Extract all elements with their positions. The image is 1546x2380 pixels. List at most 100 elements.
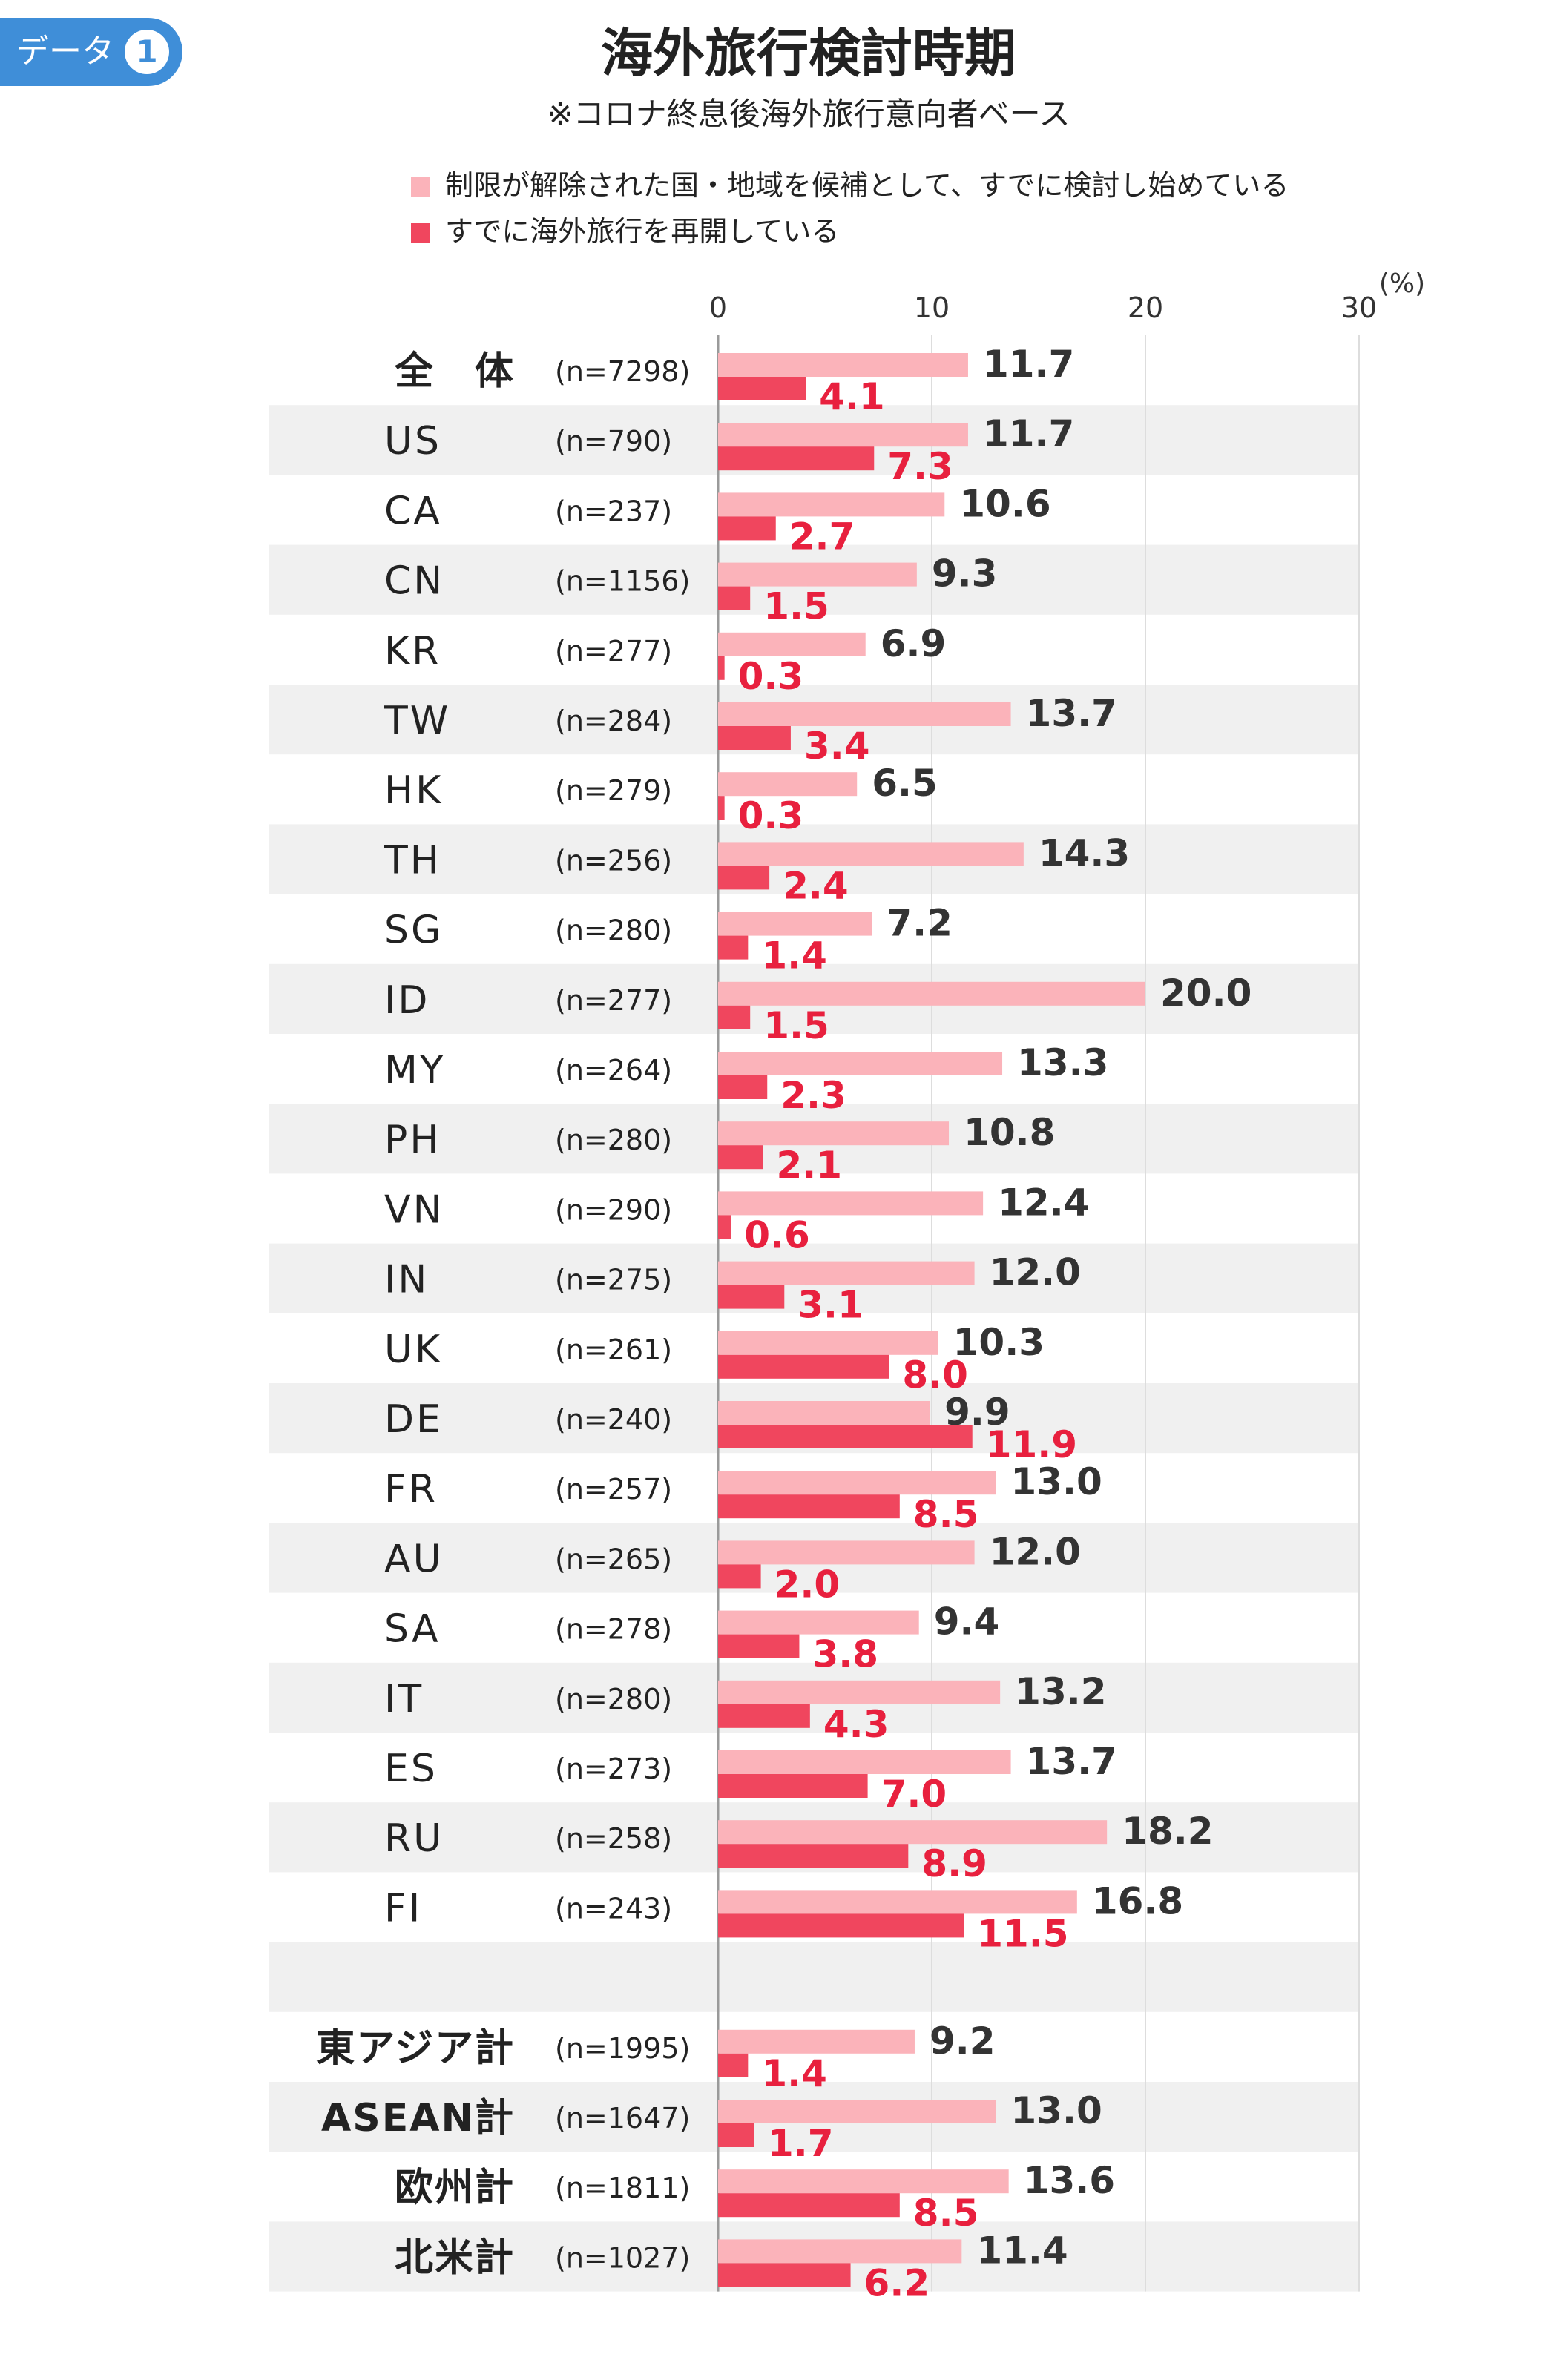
category-label: HK <box>384 768 443 813</box>
bar-resumed <box>718 1354 889 1379</box>
value-label-resumed: 0.3 <box>738 655 804 698</box>
bar-resumed <box>718 1564 761 1589</box>
value-label-resumed: 2.7 <box>789 515 855 558</box>
sample-size-label: (n=265) <box>555 1543 672 1575</box>
value-label-resumed: 8.5 <box>913 1493 979 1536</box>
bar-resumed <box>718 726 791 750</box>
legend-label-considering: 制限が解除された国・地域を候補として、すでに検討し始めている <box>445 169 1289 202</box>
category-label: KR <box>384 629 441 673</box>
badge-label: データ <box>16 33 114 70</box>
sample-size-label: (n=256) <box>555 844 672 877</box>
value-label-resumed: 7.0 <box>881 1773 947 1816</box>
sample-size-label: (n=257) <box>555 1473 672 1506</box>
bar-considering <box>718 562 917 587</box>
sample-size-label: (n=290) <box>555 1193 672 1226</box>
bar-resumed <box>718 1285 785 1309</box>
category-label: MY <box>384 1048 446 1092</box>
value-label-resumed: 8.5 <box>913 2192 979 2235</box>
bar-considering <box>718 981 1145 1006</box>
bar-considering <box>718 912 872 936</box>
category-label: IT <box>384 1677 424 1721</box>
category-label: 北米計 <box>395 2235 515 2280</box>
value-label-resumed: 0.3 <box>738 794 804 837</box>
bar-considering <box>718 1610 919 1635</box>
value-label-considering: 11.7 <box>983 412 1074 455</box>
sample-size-label: (n=280) <box>555 914 672 947</box>
bar-considering <box>718 772 858 797</box>
sample-size-label: (n=1995) <box>555 2032 690 2065</box>
bar-considering <box>718 842 1024 866</box>
bar-considering <box>718 1261 975 1285</box>
bar-considering <box>718 2239 962 2264</box>
value-label-considering: 12.0 <box>990 1251 1081 1294</box>
value-label-considering: 16.8 <box>1092 1879 1183 1922</box>
sample-size-label: (n=277) <box>555 984 672 1017</box>
value-label-resumed: 1.5 <box>763 585 829 628</box>
value-label-resumed: 3.4 <box>804 725 870 768</box>
bar-considering <box>718 1191 984 1216</box>
sample-size-label: (n=790) <box>555 425 672 458</box>
bar-considering <box>718 2029 915 2054</box>
sample-size-label: (n=280) <box>555 1124 672 1156</box>
category-label: CA <box>384 489 442 533</box>
badge-number: 1 <box>125 30 169 74</box>
sample-size-label: (n=237) <box>555 495 672 527</box>
value-label-resumed: 4.1 <box>819 375 885 418</box>
value-label-resumed: 4.3 <box>823 1703 889 1746</box>
value-label-resumed: 2.0 <box>774 1563 841 1606</box>
bar-resumed <box>718 1425 973 1448</box>
sample-size-label: (n=278) <box>555 1613 672 1646</box>
legend-item-resumed: すでに海外旅行を再開している <box>411 211 839 252</box>
value-label-resumed: 8.0 <box>902 1354 968 1397</box>
value-label-considering: 20.0 <box>1160 972 1251 1015</box>
chart-subtitle: ※コロナ終息後海外旅行意向者ベース <box>547 96 1070 132</box>
legend-swatch-light <box>411 177 430 197</box>
value-label-considering: 10.6 <box>959 482 1050 525</box>
bar-considering <box>718 702 1011 726</box>
bar-resumed <box>718 656 725 680</box>
sample-size-label: (n=1156) <box>555 565 690 598</box>
value-label-considering: 13.6 <box>1024 2159 1115 2202</box>
category-label: AU <box>384 1537 444 1581</box>
bar-resumed <box>718 377 806 400</box>
bar-considering <box>718 1540 975 1565</box>
bar-resumed <box>718 2053 749 2077</box>
value-label-considering: 10.3 <box>953 1321 1045 1364</box>
bar-resumed <box>718 1494 900 1519</box>
bar-resumed <box>718 2193 900 2218</box>
bar-considering <box>718 1750 1011 1774</box>
category-label: RU <box>384 1816 444 1861</box>
sample-size-label: (n=243) <box>555 1892 672 1925</box>
row-stripe <box>269 1942 1359 2012</box>
category-label: TW <box>384 699 450 743</box>
bar-considering <box>718 1121 950 1146</box>
value-label-considering: 7.2 <box>887 902 953 945</box>
sample-size-label: (n=264) <box>555 1054 672 1087</box>
bar-resumed <box>718 1844 909 1868</box>
tick-label: 10 <box>914 291 950 324</box>
sample-size-label: (n=273) <box>555 1753 672 1785</box>
bar-resumed <box>718 1913 964 1938</box>
value-label-resumed: 2.4 <box>783 864 849 907</box>
sample-size-label: (n=7298) <box>555 355 690 388</box>
sample-size-label: (n=258) <box>555 1822 672 1855</box>
value-label-considering: 13.7 <box>1026 692 1117 735</box>
bar-resumed <box>718 1215 731 1239</box>
category-label: ID <box>384 978 430 1023</box>
value-label-resumed: 3.8 <box>812 1633 878 1676</box>
bar-considering <box>718 1331 938 1355</box>
sample-size-label: (n=280) <box>555 1683 672 1715</box>
category-label: ES <box>384 1747 438 1791</box>
category-label: FR <box>384 1467 438 1512</box>
bar-considering <box>718 353 968 377</box>
bar-resumed <box>718 446 875 471</box>
value-label-considering: 6.9 <box>881 622 947 665</box>
sample-size-label: (n=277) <box>555 635 672 667</box>
legend-item-considering: 制限が解除された国・地域を候補として、すでに検討し始めている <box>411 165 1289 206</box>
bar-resumed <box>718 1634 800 1658</box>
value-label-considering: 13.2 <box>1015 1670 1106 1713</box>
value-label-resumed: 0.6 <box>744 1213 810 1256</box>
value-label-considering: 13.3 <box>1017 1041 1108 1084</box>
bar-considering <box>718 1820 1108 1845</box>
value-label-resumed: 11.9 <box>986 1423 1077 1466</box>
